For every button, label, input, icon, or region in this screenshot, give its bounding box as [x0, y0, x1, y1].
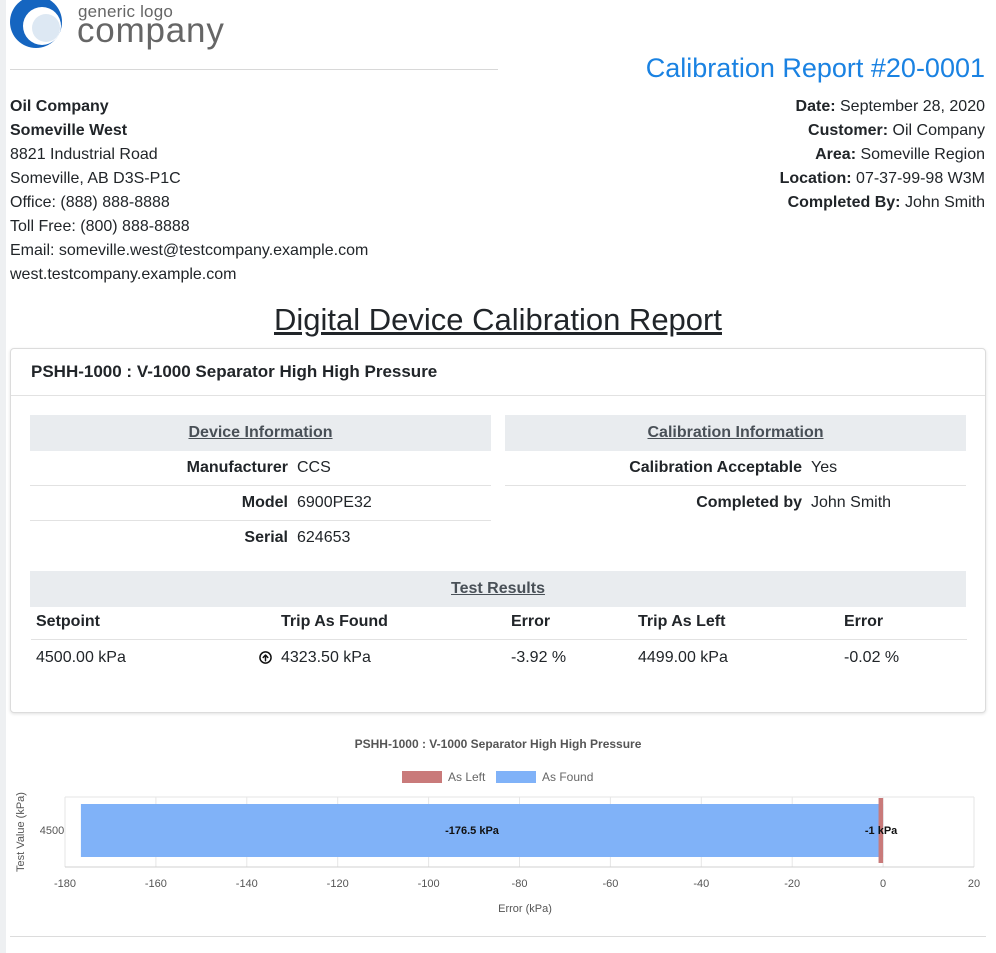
legend-label: As Found — [542, 770, 593, 784]
col-setpoint: Setpoint — [36, 613, 100, 630]
meta-location-value: 07-37-99-98 W3M — [856, 170, 985, 187]
meta-location-label: Location: — [779, 170, 852, 187]
logo-big-text: company — [77, 11, 225, 50]
company-logo: generic logo company — [10, 0, 230, 50]
col-trip-as-left: Trip As Left — [638, 613, 726, 630]
device-info-row: Manufacturer CCS — [30, 451, 491, 486]
meta-customer: Customer: Oil Company — [780, 119, 985, 143]
meta-location: Location: 07-37-99-98 W3M — [780, 167, 985, 191]
header-divider — [10, 69, 498, 70]
x-tick-label: -20 — [784, 878, 800, 890]
meta-area-label: Area: — [815, 146, 857, 163]
test-results-row: 4500.00 kPa 4323.50 kPa -3.92 % 4499.00 … — [31, 641, 967, 675]
col-trip-as-found: Trip As Found — [281, 613, 388, 630]
legend-label: As Left — [448, 770, 486, 784]
bottom-divider — [10, 936, 986, 937]
device-info-row: Serial 624653 — [30, 521, 491, 556]
calibration-info-label: Calibration Acceptable — [629, 459, 802, 476]
legend-swatch — [496, 771, 536, 783]
address-company: Oil Company — [10, 98, 109, 115]
meta-completed-by-label: Completed By: — [787, 194, 901, 211]
x-tick-label: -100 — [418, 878, 440, 890]
y-axis-label: Test Value (kPa) — [15, 792, 27, 872]
calibration-info-heading: Calibration Information — [505, 415, 966, 451]
col-error-left: Error — [844, 613, 884, 630]
x-tick-label: -60 — [602, 878, 618, 890]
chart-title: PSHH-1000 : V-1000 Separator High High P… — [355, 737, 642, 751]
bar-as-left — [878, 798, 884, 863]
data-label-as-found: -176.5 kPa — [445, 825, 500, 837]
device-info-label: Manufacturer — [186, 459, 288, 476]
cell-error-left: -0.02 % — [844, 649, 900, 666]
x-tick-label: -40 — [693, 878, 709, 890]
device-card-header: PSHH-1000 : V-1000 Separator High High P… — [11, 349, 985, 396]
cell-trip-as-found: 4323.50 kPa — [281, 649, 371, 666]
cell-error-found: -3.92 % — [511, 649, 567, 666]
page-edge — [0, 0, 6, 953]
cell-setpoint: 4500.00 kPa — [36, 649, 126, 666]
meta-date-label: Date: — [795, 98, 836, 115]
document-title: Digital Device Calibration Report — [274, 302, 722, 337]
x-tick-label: -140 — [236, 878, 258, 890]
x-tick-label: 0 — [880, 878, 886, 890]
address-street: 8821 Industrial Road — [10, 146, 158, 163]
device-info-heading: Device Information — [30, 415, 491, 451]
calibration-info-value: Yes — [811, 459, 838, 476]
address-toll-free: Toll Free: (800) 888-8888 — [10, 218, 190, 235]
x-tick-label: -120 — [327, 878, 349, 890]
device-info-label: Model — [241, 494, 288, 511]
meta-area-value: Someville Region — [860, 146, 985, 163]
report-title: Calibration Report #20-0001 — [645, 53, 985, 83]
meta-date: Date: September 28, 2020 — [780, 95, 985, 119]
meta-customer-value: Oil Company — [892, 122, 985, 139]
x-axis-label: Error (kPa) — [498, 903, 552, 915]
cell-trip-as-left: 4499.00 kPa — [638, 649, 728, 666]
legend-swatch — [402, 771, 442, 783]
data-label-as-left: -1 kPa — [865, 825, 898, 837]
test-results-heading: Test Results — [30, 571, 966, 607]
logo-small-text: generic logo — [78, 2, 174, 21]
calibration-chart: PSHH-1000 : V-1000 Separator High High P… — [10, 727, 986, 920]
meta-customer-label: Customer: — [808, 122, 889, 139]
address-website: west.testcompany.example.com — [10, 266, 237, 283]
y-tick-label: 4500 — [40, 825, 64, 837]
x-tick-label: -160 — [145, 878, 167, 890]
bar-as-found — [80, 804, 884, 857]
meta-completed-by-value: John Smith — [904, 194, 985, 211]
device-info-value: 6900PE32 — [297, 494, 372, 511]
x-tick-label: -180 — [54, 878, 76, 890]
calibration-info-row: Completed by John Smith — [505, 486, 966, 521]
address-office-phone: Office: (888) 888-8888 — [10, 194, 170, 211]
device-info-label: Serial — [244, 529, 288, 546]
col-error-found: Error — [511, 613, 551, 630]
device-card: PSHH-1000 : V-1000 Separator High High P… — [10, 348, 986, 713]
test-results-header-row: Setpoint Trip As Found Error Trip As Lef… — [31, 605, 967, 640]
meta-completed-by: Completed By: John Smith — [780, 191, 985, 215]
meta-area: Area: Someville Region — [780, 143, 985, 167]
device-info-value: CCS — [297, 459, 331, 476]
device-info-value: 624653 — [297, 529, 351, 546]
address-branch: Someville West — [10, 122, 128, 139]
company-address: Oil Company Someville West 8821 Industri… — [10, 95, 368, 287]
x-tick-label: 20 — [968, 878, 980, 890]
report-meta: Date: September 28, 2020 Customer: Oil C… — [780, 95, 985, 215]
device-info-row: Model 6900PE32 — [30, 486, 491, 521]
logo-mark-icon — [10, 0, 62, 48]
calibration-info-label: Completed by — [696, 494, 802, 511]
arrow-up-circle-icon — [259, 651, 272, 664]
calibration-info-row: Calibration Acceptable Yes — [505, 451, 966, 486]
x-tick-label: -80 — [512, 878, 528, 890]
calibration-info-value: John Smith — [811, 494, 892, 511]
address-city: Someville, AB D3S-P1C — [10, 170, 181, 187]
meta-date-value: September 28, 2020 — [840, 98, 985, 115]
calibration-chart-svg: PSHH-1000 : V-1000 Separator High High P… — [15, 737, 980, 915]
address-email: Email: someville.west@testcompany.exampl… — [10, 242, 369, 259]
